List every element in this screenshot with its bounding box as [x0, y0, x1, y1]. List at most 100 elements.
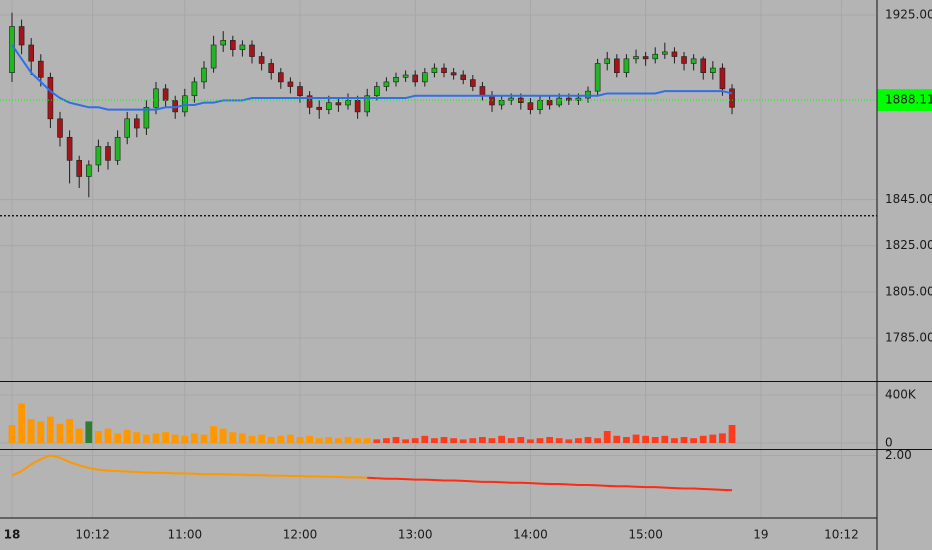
volume-bar: [267, 437, 275, 443]
x-tick-label: 18: [4, 528, 21, 542]
candle-body: [316, 106, 323, 110]
volume-bar: [699, 435, 707, 443]
candle-body: [642, 56, 649, 60]
indicator-line: [376, 477, 733, 492]
candle-body: [614, 58, 620, 73]
volume-bar: [85, 421, 93, 443]
volume-bar: [344, 437, 352, 443]
volume-bar: [632, 434, 640, 443]
volume-bar: [306, 435, 314, 443]
volume-bar: [594, 438, 602, 443]
x-tick-label: 10:12: [824, 528, 859, 542]
candle-body: [354, 100, 361, 113]
candle-body: [690, 58, 697, 64]
volume-bar: [171, 434, 179, 443]
volume-bar: [95, 431, 102, 443]
last-price-label: 1888.11: [885, 93, 932, 107]
y-tick-label: 400K: [885, 388, 917, 402]
volume-bar: [642, 435, 650, 443]
y-tick-label: 1805.00: [885, 284, 932, 298]
candle-body: [498, 100, 505, 106]
candle-body: [575, 97, 582, 101]
volume-bar: [325, 437, 333, 443]
volume-bar: [200, 434, 208, 443]
candle-body: [633, 56, 639, 60]
candle-body: [124, 118, 131, 138]
volume-bar: [479, 437, 486, 443]
candle-body: [9, 26, 15, 73]
volume-bar: [421, 435, 429, 443]
candle-body: [335, 102, 342, 106]
candle-body: [422, 72, 428, 83]
candle-body: [556, 97, 563, 106]
volume-bar: [584, 437, 592, 443]
volume-bar: [210, 426, 218, 443]
candle-body: [210, 44, 217, 69]
candle-body: [594, 63, 601, 92]
volume-bar: [671, 438, 678, 443]
volume-bar: [527, 439, 534, 443]
volume-bar: [661, 435, 669, 443]
volume-bar: [690, 438, 698, 443]
candle-body: [38, 60, 44, 78]
candle-body: [623, 58, 630, 73]
vwap-line: [11, 44, 733, 111]
candle-body: [345, 100, 351, 106]
candle-body: [249, 44, 255, 57]
volume-bar: [555, 438, 563, 443]
candle-body: [76, 160, 83, 177]
volume-bar: [728, 425, 736, 443]
candle-body: [460, 74, 467, 80]
volume-bar: [565, 439, 573, 443]
candle-body: [153, 88, 159, 108]
volume-bar: [488, 438, 496, 443]
candle-body: [220, 40, 227, 46]
x-tick-label: 12:00: [283, 528, 318, 542]
volume-bar: [517, 437, 525, 443]
indicator-line: [11, 454, 368, 479]
volume-bar: [498, 435, 506, 443]
y-tick-label: 0: [885, 436, 893, 450]
volume-bar: [373, 439, 381, 443]
candle-body: [393, 76, 399, 83]
candle-body: [508, 97, 515, 101]
volume-bar: [411, 438, 419, 443]
volume-bar: [335, 438, 342, 443]
volume-bar: [603, 431, 611, 443]
volume-bar: [651, 437, 659, 443]
y-tick-label: 1925.00: [885, 7, 932, 21]
volume-bar: [440, 437, 448, 443]
candle-body: [566, 97, 572, 101]
candle-body: [662, 51, 668, 55]
candle-body: [431, 67, 438, 73]
volume-bar: [152, 433, 160, 443]
candle-body: [652, 53, 659, 60]
volume-bar: [219, 428, 227, 443]
volume-bar: [191, 433, 198, 443]
candle-body: [47, 76, 54, 120]
volume-bar: [507, 438, 515, 443]
volume-bar: [162, 432, 170, 443]
volume-bar: [613, 435, 621, 443]
volume-bar: [546, 437, 554, 443]
volume-bar: [47, 416, 54, 443]
volume-bar: [104, 428, 112, 443]
volume-bar: [123, 429, 131, 443]
candle-body: [441, 67, 447, 73]
volume-bar: [315, 438, 323, 443]
volume-bar: [623, 437, 630, 443]
volume-bar: [8, 425, 16, 443]
candle-body: [162, 88, 169, 101]
candle-body: [527, 102, 534, 110]
volume-bar: [469, 438, 477, 443]
candle-body: [700, 58, 707, 73]
candle-body: [18, 26, 25, 46]
volume-bar: [392, 437, 400, 443]
volume-bar: [133, 432, 141, 443]
x-tick-label: 13:00: [398, 528, 433, 542]
volume-bar: [354, 438, 362, 443]
volume-bar: [239, 433, 246, 443]
candle-body: [518, 97, 524, 103]
candle-body: [719, 67, 726, 90]
